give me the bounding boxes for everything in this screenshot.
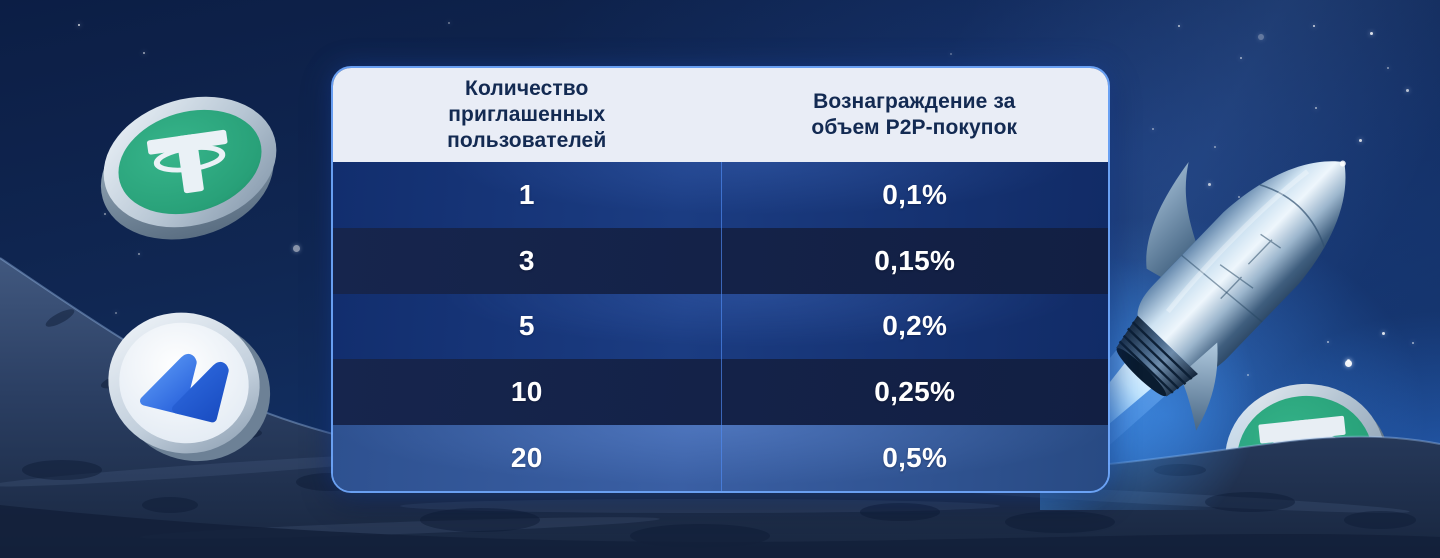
cell-invited-count: 20 bbox=[510, 442, 543, 474]
table-row: 3 0,15% bbox=[333, 227, 1109, 294]
star-dot bbox=[1258, 34, 1264, 40]
star-dot bbox=[1152, 128, 1154, 130]
reward-table-rows: 1 0,1% 3 0,15% 5 0,2% 10 0,25% 20 0,5% bbox=[333, 162, 1108, 491]
star-dot bbox=[950, 53, 952, 55]
star-dot bbox=[1208, 183, 1211, 186]
table-row: 10 0,25% bbox=[333, 359, 1109, 426]
star-dot bbox=[1370, 32, 1373, 35]
cell-invited-count: 10 bbox=[510, 376, 543, 408]
star-dot bbox=[1359, 139, 1362, 142]
cell-reward-percent: 0,15% bbox=[720, 227, 1109, 294]
star-dot bbox=[1327, 341, 1329, 343]
cell-invited-count: 1 bbox=[518, 178, 535, 210]
tether-coin-tilted-icon bbox=[100, 96, 277, 240]
cell-reward-percent: 0,2% bbox=[720, 293, 1109, 360]
table-row: 5 0,2% bbox=[333, 293, 1109, 360]
star-dot bbox=[1313, 25, 1315, 27]
star-dot bbox=[1240, 57, 1242, 59]
star-dot bbox=[1387, 67, 1389, 69]
star-dot bbox=[138, 253, 140, 255]
mercuryo-coin-icon bbox=[108, 312, 271, 462]
cell-invited-count: 3 bbox=[518, 244, 535, 276]
star-dot bbox=[143, 52, 145, 54]
header-p2p-reward: Вознаграждение за объем P2P-покупок bbox=[811, 89, 1018, 139]
cell-invited-count: 5 bbox=[518, 310, 535, 342]
table-row: 20 0,5% bbox=[333, 425, 1108, 491]
rewards-table-header: Количество приглашенных пользователей Во… bbox=[333, 68, 1108, 162]
star-dot bbox=[1214, 146, 1216, 148]
header-invited-users: Количество приглашенных пользователей bbox=[447, 76, 607, 153]
star-dot bbox=[1345, 360, 1352, 367]
star-dot bbox=[1412, 342, 1414, 344]
star-dot bbox=[1382, 332, 1385, 335]
star-dot bbox=[448, 22, 450, 24]
star-dot bbox=[293, 245, 300, 252]
cell-reward-percent: 0,1% bbox=[720, 162, 1109, 228]
star-dot bbox=[1238, 196, 1240, 198]
star-dot bbox=[78, 24, 80, 26]
rewards-table: Количество приглашенных пользователей Во… bbox=[331, 66, 1110, 493]
table-row: 1 0,1% bbox=[333, 162, 1108, 228]
cell-reward-percent: 0,25% bbox=[720, 359, 1109, 426]
cell-reward-percent: 0,5% bbox=[720, 425, 1109, 491]
star-dot bbox=[104, 213, 106, 215]
star-dot bbox=[115, 312, 117, 314]
star-dot bbox=[1406, 89, 1409, 92]
star-dot bbox=[1178, 25, 1180, 27]
star-dot bbox=[1315, 107, 1317, 109]
